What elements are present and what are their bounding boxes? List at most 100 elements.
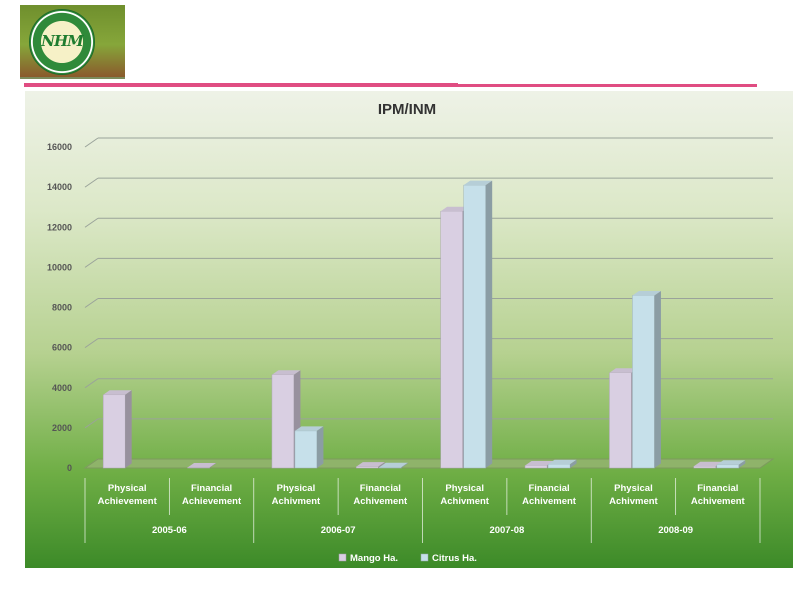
bar-front bbox=[524, 465, 548, 469]
bar-top bbox=[356, 462, 385, 467]
bar-front bbox=[547, 463, 571, 469]
bar-side bbox=[125, 390, 132, 468]
legend-label: Citrus Ha. bbox=[432, 553, 477, 564]
category-label-line2: Achivement bbox=[353, 496, 408, 507]
bar bbox=[356, 462, 385, 469]
category-label-line1: Financial bbox=[191, 483, 232, 494]
bar bbox=[187, 462, 217, 469]
bar bbox=[463, 180, 493, 469]
gridline-depth bbox=[84, 217, 99, 228]
bar-front bbox=[187, 467, 210, 469]
category-label-line2: Achievement bbox=[98, 496, 158, 507]
bar-front bbox=[271, 374, 295, 469]
bar-front bbox=[463, 184, 486, 469]
bar-side bbox=[570, 459, 577, 468]
gridline-depth bbox=[84, 137, 99, 148]
bar-top bbox=[271, 370, 301, 375]
y-tick-label: 2000 bbox=[52, 423, 72, 433]
chart-legend: Mango Ha. Citrus Ha. bbox=[338, 553, 477, 564]
bar-side bbox=[401, 462, 408, 468]
header-divider-right bbox=[458, 84, 757, 87]
bar bbox=[294, 426, 324, 469]
bar-front bbox=[716, 464, 740, 469]
bar bbox=[102, 390, 132, 469]
category-label-line2: Achievement bbox=[182, 496, 242, 507]
bar-front bbox=[379, 467, 402, 469]
nhm-seal-icon: NHM bbox=[29, 9, 95, 75]
bar-side bbox=[316, 426, 324, 468]
y-tick-label: 12000 bbox=[47, 222, 72, 232]
bar-top bbox=[463, 180, 493, 186]
nhm-seal-lettering: NHM bbox=[41, 32, 84, 50]
chart-panel bbox=[25, 91, 793, 568]
bar-front bbox=[102, 394, 126, 469]
group-label: 2006-07 bbox=[321, 525, 356, 536]
gridline-depth bbox=[84, 418, 99, 429]
group-label: 2008-09 bbox=[658, 525, 693, 536]
group-label: 2007-08 bbox=[489, 525, 524, 536]
category-label-line1: Physical bbox=[614, 483, 653, 494]
bar-side bbox=[378, 462, 385, 468]
bar-top bbox=[379, 462, 408, 468]
bar bbox=[632, 290, 661, 469]
bar-front bbox=[632, 295, 655, 469]
category-labels: Physical Achievement Financial Achievement P… bbox=[84, 478, 761, 543]
category-label-line2: Achivement bbox=[522, 496, 577, 507]
y-axis-tick-labels: 0 2000 4000 6000 8000 10000 12000 14000 16000 bbox=[47, 142, 72, 473]
category-label-line1: Financial bbox=[360, 483, 401, 494]
legend-label: Mango Ha. bbox=[350, 553, 398, 564]
category-label-line2: Achivement bbox=[691, 496, 746, 507]
y-tick-label: 10000 bbox=[47, 262, 72, 272]
bar-front bbox=[294, 430, 318, 469]
bar bbox=[716, 460, 746, 469]
group-label: 2005-06 bbox=[152, 525, 187, 536]
bar-top bbox=[632, 290, 661, 296]
gridline-depth bbox=[84, 257, 99, 268]
category-label-line1: Financial bbox=[528, 483, 569, 494]
bar-top bbox=[525, 460, 554, 466]
y-tick-label: 4000 bbox=[52, 383, 72, 393]
y-tick-label: 0 bbox=[67, 463, 72, 473]
bar-side bbox=[654, 290, 661, 468]
y-tick-label: 16000 bbox=[47, 142, 72, 152]
legend-swatch bbox=[338, 553, 347, 562]
category-label-line1: Physical bbox=[277, 483, 316, 494]
chart-title: IPM/INM bbox=[378, 101, 436, 118]
bar-front bbox=[440, 210, 463, 469]
category-label-line2: Achivment bbox=[609, 496, 658, 507]
header-divider bbox=[24, 83, 458, 87]
bar-front bbox=[609, 372, 632, 469]
logo-underline bbox=[20, 77, 125, 79]
bar-top bbox=[693, 461, 723, 467]
legend-swatch bbox=[420, 553, 429, 562]
gridline-depth bbox=[84, 177, 99, 188]
chart-bars bbox=[102, 180, 746, 469]
gridline-depth bbox=[84, 298, 99, 308]
y-tick-label: 8000 bbox=[52, 303, 72, 313]
bar-front bbox=[356, 466, 379, 469]
bar-top bbox=[294, 426, 324, 431]
bar bbox=[379, 462, 408, 469]
y-tick-label: 6000 bbox=[52, 343, 72, 353]
bar bbox=[547, 459, 577, 469]
bar-top bbox=[548, 459, 577, 465]
category-label-line1: Physical bbox=[108, 483, 147, 494]
category-label-line2: Achivment bbox=[440, 496, 489, 507]
bar-top bbox=[716, 460, 746, 465]
bar-side bbox=[209, 462, 217, 468]
gridline-depth bbox=[84, 338, 99, 349]
bar-side bbox=[485, 180, 493, 468]
category-label-line1: Financial bbox=[697, 483, 738, 494]
nhm-logo: NHM bbox=[20, 5, 125, 77]
bar-top bbox=[440, 206, 470, 212]
gridline-depth bbox=[84, 378, 99, 389]
category-label-line2: Achivment bbox=[272, 496, 321, 507]
bar-top bbox=[103, 390, 132, 395]
bar-top bbox=[187, 462, 217, 468]
category-label-line1: Physical bbox=[445, 483, 484, 494]
bar-top bbox=[609, 368, 638, 373]
chart-gridlines bbox=[83, 137, 775, 469]
y-tick-label: 14000 bbox=[47, 182, 72, 192]
bar-side bbox=[738, 460, 746, 468]
